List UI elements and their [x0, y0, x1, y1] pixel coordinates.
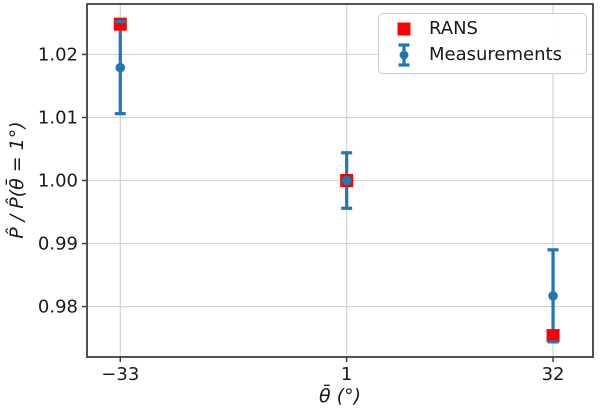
y-tick-label: 1.00: [38, 171, 78, 192]
measurement-point: [548, 291, 558, 301]
errorbar-marker-icon: [398, 43, 410, 67]
rans-legend-marker-icon: [379, 22, 429, 36]
y-tick-label: 0.98: [38, 297, 78, 318]
y-tick-label: 0.99: [38, 234, 78, 255]
legend-item-measurements: Measurements: [379, 43, 586, 67]
y-tick-label: 1.01: [38, 107, 78, 128]
rans-point: [546, 329, 560, 343]
y-tick-label: 1.02: [38, 44, 78, 65]
square-marker-icon: [397, 22, 411, 36]
legend: RANS Measurements: [378, 13, 587, 74]
measurement-point: [341, 175, 352, 186]
legend-label-measurements: Measurements: [429, 44, 562, 66]
x-tick-label: 32: [542, 364, 565, 385]
rans-point: [113, 17, 127, 31]
x-axis-label: θ̄ (°): [319, 385, 361, 407]
x-tick-label: 1: [341, 364, 352, 385]
measurement-point: [115, 62, 126, 73]
y-axis-label: P̂ / P̂(θ̄ = 1°): [6, 121, 28, 239]
legend-label-rans: RANS: [429, 17, 478, 39]
measurements-legend-marker-icon: [379, 43, 429, 67]
legend-item-rans: RANS: [379, 17, 586, 39]
x-tick-label: −33: [101, 364, 139, 385]
